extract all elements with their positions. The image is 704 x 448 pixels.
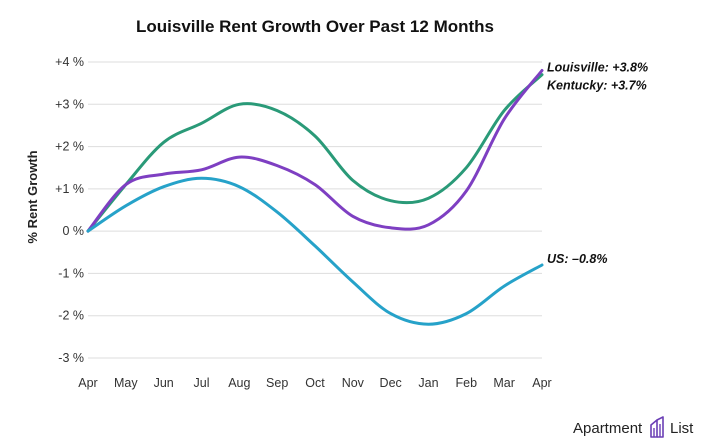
x-tick-label: Jan — [418, 376, 438, 390]
series-line-us — [86, 176, 544, 326]
y-tick-label: +3 % — [55, 97, 84, 111]
annotation-louisville: Louisville: +3.8% — [547, 60, 648, 74]
x-tick-label: Jul — [194, 376, 210, 390]
series-annotations: Kentucky: +3.7% Louisville: +3.8% US: –0.8… — [547, 60, 648, 266]
y-tick-label: +2 % — [55, 140, 84, 154]
y-tick-label: +1 % — [55, 182, 84, 196]
brand-name-part2: List — [670, 420, 694, 437]
chart-title: Louisville Rent Growth Over Past 12 Mont… — [136, 17, 494, 36]
x-tick-label: Nov — [342, 376, 365, 390]
x-tick-label: Oct — [305, 376, 325, 390]
series-line-kentucky — [86, 73, 544, 233]
y-tick-label: -2 % — [58, 309, 84, 323]
apartment-list-logo-icon — [650, 416, 664, 438]
y-axis-ticks: +4 % +3 % +2 % +1 % 0 % -1 % -2 % -3 % — [55, 55, 84, 365]
y-axis-label: % Rent Growth — [25, 150, 40, 243]
y-tick-label: -1 % — [58, 266, 84, 280]
series-line-louisville — [86, 69, 544, 233]
x-tick-label: Feb — [456, 376, 478, 390]
brand-name-part1: Apartment — [573, 420, 643, 437]
gridlines — [88, 61, 542, 359]
brand-logo[interactable]: Apartment List — [573, 416, 694, 438]
y-tick-label: +4 % — [55, 55, 84, 69]
series-lines — [86, 69, 544, 326]
x-tick-label: Apr — [78, 376, 97, 390]
y-tick-label: 0 % — [62, 224, 84, 238]
annotation-us: US: –0.8% — [547, 252, 607, 266]
x-tick-label: Jun — [154, 376, 174, 390]
x-axis-ticks: Apr May Jun Jul Aug Sep Oct Nov Dec Jan Feb Mar Apr — [78, 376, 551, 390]
x-tick-label: Aug — [228, 376, 250, 390]
annotation-kentucky: Kentucky: +3.7% — [547, 78, 647, 92]
x-tick-label: Dec — [380, 376, 402, 390]
x-tick-label: May — [114, 376, 138, 390]
y-tick-label: -3 % — [58, 351, 84, 365]
x-tick-label: Apr — [532, 376, 551, 390]
x-tick-label: Sep — [266, 376, 288, 390]
x-tick-label: Mar — [493, 376, 515, 390]
